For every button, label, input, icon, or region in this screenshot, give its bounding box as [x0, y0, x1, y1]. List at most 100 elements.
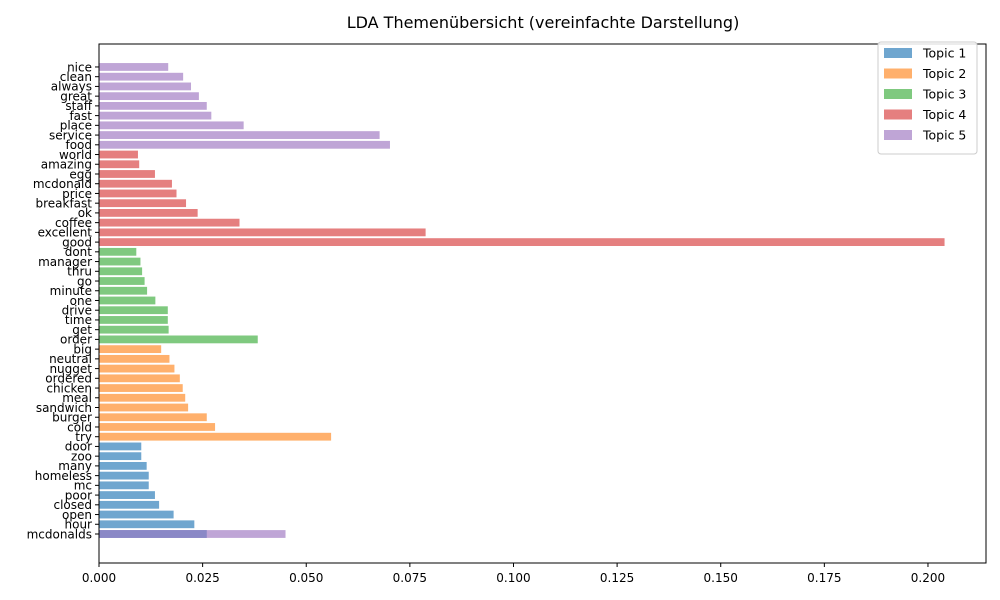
- y-tick-label: poor: [65, 488, 92, 502]
- bar-topic-2-burger: [99, 413, 207, 422]
- bar-topic-2-chicken: [99, 384, 183, 392]
- bar-topic-1-door: [99, 442, 142, 451]
- bar-topic-1-poor: [99, 491, 155, 499]
- y-tick-label: food: [65, 138, 92, 152]
- x-tick-label: 0.200: [911, 571, 945, 585]
- legend-swatch-topic-4: [884, 109, 912, 120]
- bar-topic-4-excellent: [99, 228, 426, 237]
- bar-topic-3-thru: [99, 267, 143, 276]
- bar-topic-5-clean: [99, 72, 184, 81]
- y-tick-label: always: [51, 80, 92, 94]
- bar-topic-1-many: [99, 461, 147, 470]
- x-tick-label: 0.175: [807, 571, 841, 585]
- bar-topic-4-price: [99, 189, 177, 198]
- y-tick-label: staff: [65, 99, 92, 113]
- y-tick-label: zoo: [71, 449, 92, 463]
- y-tick-label: mcdonald: [33, 177, 92, 191]
- bar-topic-2-nugget: [99, 364, 175, 373]
- bar-topic-4-breakfast: [99, 199, 187, 208]
- y-tick-label: minute: [50, 284, 92, 298]
- bar-topic-1-zoo: [99, 452, 142, 461]
- y-tick-label: excellent: [38, 226, 93, 240]
- bar-topic-5-fast: [99, 111, 212, 120]
- y-tick-label: open: [62, 508, 92, 522]
- y-tick-label: thru: [67, 265, 92, 279]
- y-tick-label: meal: [62, 391, 92, 405]
- x-tick-label: 0.025: [185, 571, 219, 585]
- bar-topic-1-open: [99, 510, 174, 519]
- x-tick-label: 0.050: [289, 571, 323, 585]
- y-tick-label: egg: [69, 167, 92, 181]
- bar-topic-5-food: [99, 140, 390, 149]
- x-tick-label: 0.075: [393, 571, 427, 585]
- y-tick-label: many: [58, 459, 92, 473]
- y-tick-label: cold: [67, 420, 92, 434]
- y-tick-label: try: [75, 430, 92, 444]
- bar-topic-2-meal: [99, 393, 186, 402]
- bar-topic-2-sandwich: [99, 403, 189, 412]
- bar-topic-3-minute: [99, 286, 148, 295]
- plot-frame: [98, 43, 987, 564]
- bar-topic-5-place: [99, 121, 244, 130]
- bar-topic-4-ok: [99, 209, 198, 217]
- bar-topic-2-big: [99, 345, 162, 354]
- y-tick-label: nice: [67, 60, 92, 74]
- x-axis-ticks: 0.000 0.025 0.050 0.075 0.100 0.125 0.150 0.175…: [82, 563, 945, 585]
- legend: Topic 1 Topic 2 Topic 3 Topic 4 Topic 5: [877, 41, 978, 155]
- y-tick-label: coffee: [55, 216, 92, 230]
- bar-topic-5-great: [99, 92, 199, 101]
- bar-topic-5-nice: [99, 63, 169, 71]
- y-tick-label: service: [49, 128, 92, 142]
- y-tick-label: sandwich: [36, 401, 92, 415]
- legend-label-topic-3: Topic 3: [922, 87, 966, 102]
- legend-label-topic-1: Topic 1: [922, 46, 966, 61]
- y-tick-label: nugget: [49, 362, 92, 376]
- bar-topic-4-amazing: [99, 160, 140, 169]
- legend-swatch-topic-2: [884, 68, 912, 79]
- y-tick-label: mc: [74, 479, 92, 493]
- bar-topic-3-get: [99, 325, 169, 334]
- bar-topic-4-world: [99, 150, 138, 159]
- y-tick-label: drive: [62, 304, 92, 318]
- y-tick-label: breakfast: [35, 196, 92, 210]
- x-tick-label: 0.125: [600, 571, 634, 585]
- bar-topic-4-egg: [99, 170, 155, 178]
- bar-overlap-mcdonalds: [99, 530, 207, 538]
- bar-topic-2-ordered: [99, 374, 180, 383]
- bar-topic-2-try: [99, 432, 332, 441]
- y-tick-label: amazing: [41, 158, 92, 172]
- bar-topic-3-dont: [99, 247, 137, 256]
- y-tick-label: clean: [60, 70, 92, 84]
- bar-topic-5-staff: [99, 101, 207, 110]
- y-tick-label: time: [65, 313, 92, 327]
- y-tick-label: big: [73, 342, 92, 356]
- bar-topic-2-cold: [99, 423, 216, 431]
- y-tick-label: ok: [78, 206, 92, 220]
- bar-topic-3-go: [99, 277, 145, 285]
- bar-topic-5-always: [99, 82, 192, 91]
- y-tick-label: closed: [53, 498, 92, 512]
- y-tick-label: mcdonalds: [27, 527, 92, 541]
- y-tick-label: dont: [65, 245, 93, 259]
- bar-topic-1-homeless: [99, 471, 149, 480]
- bar-topic-3-one: [99, 296, 156, 305]
- y-tick-label: ordered: [45, 372, 92, 386]
- bar-topic-4-coffee: [99, 218, 240, 227]
- y-tick-label: hour: [65, 518, 93, 532]
- bar-topic-5-service: [99, 131, 380, 139]
- legend-swatch-topic-5: [884, 130, 912, 140]
- y-axis-ticks: mcdonaldshouropenclosedpoormchomelessman…: [27, 60, 99, 541]
- legend-label-topic-5: Topic 5: [922, 128, 966, 143]
- y-tick-label: door: [65, 440, 92, 454]
- bar-topic-4-good: [99, 238, 945, 246]
- bar-topic-1-hour: [99, 520, 195, 529]
- bar-topic-1-closed: [99, 500, 160, 509]
- y-tick-label: chicken: [46, 381, 92, 395]
- bar-topic-3-time: [99, 316, 168, 324]
- y-tick-label: great: [60, 89, 92, 103]
- y-tick-label: manager: [38, 255, 92, 269]
- legend-swatch-topic-1: [884, 48, 912, 58]
- y-tick-label: get: [72, 323, 92, 337]
- bar-topic-3-manager: [99, 257, 141, 266]
